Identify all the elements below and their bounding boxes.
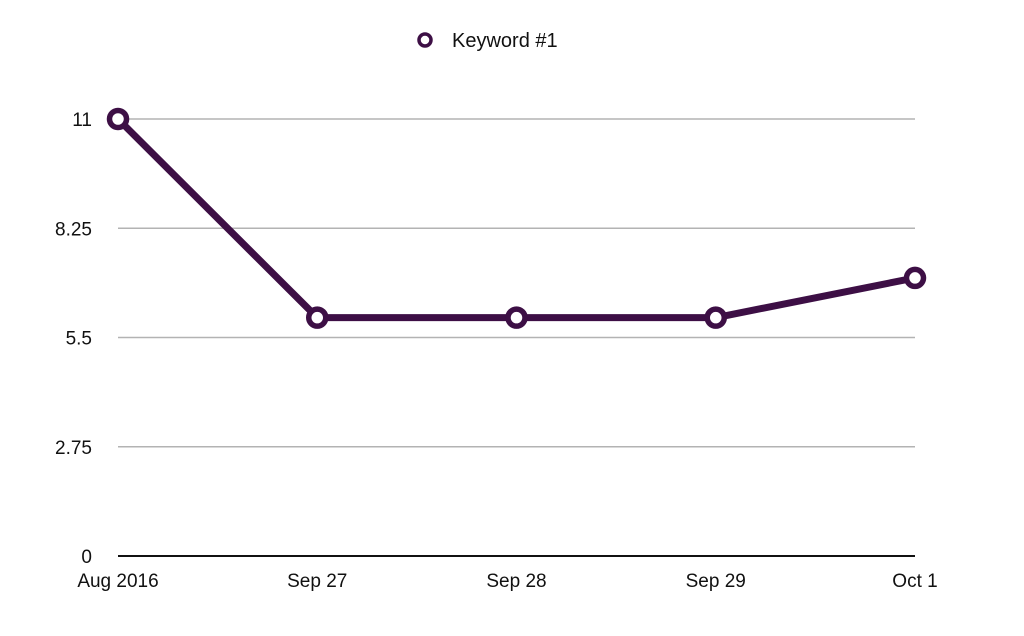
data-point (704, 306, 727, 329)
y-axis-ticks: 0 2.75 5.5 8.25 11 (55, 110, 92, 568)
data-point (306, 306, 329, 329)
x-tick-label: Sep 27 (287, 571, 347, 592)
y-tick-label: 0 (81, 547, 92, 568)
gridlines (118, 118, 915, 448)
legend: Keyword #1 (417, 30, 558, 52)
data-point (505, 306, 528, 329)
x-tick-label: Aug 2016 (77, 571, 158, 592)
x-tick-label: Oct 1 (892, 571, 937, 592)
legend-marker-keyword-1 (417, 32, 433, 48)
y-tick-label: 2.75 (55, 438, 92, 459)
y-tick-label: 5.5 (66, 329, 92, 350)
data-point (106, 107, 130, 131)
x-tick-label: Sep 28 (486, 571, 546, 592)
y-tick-label: 8.25 (55, 219, 92, 240)
series-keyword-1 (106, 107, 927, 329)
y-tick-label: 11 (72, 110, 92, 131)
data-point (903, 266, 927, 290)
legend-label-keyword-1: Keyword #1 (452, 30, 558, 52)
x-axis-ticks: Aug 2016 Sep 27 Sep 28 Sep 29 Oct 1 (77, 571, 937, 592)
x-tick-label: Sep 29 (686, 571, 746, 592)
series-line (114, 115, 919, 322)
